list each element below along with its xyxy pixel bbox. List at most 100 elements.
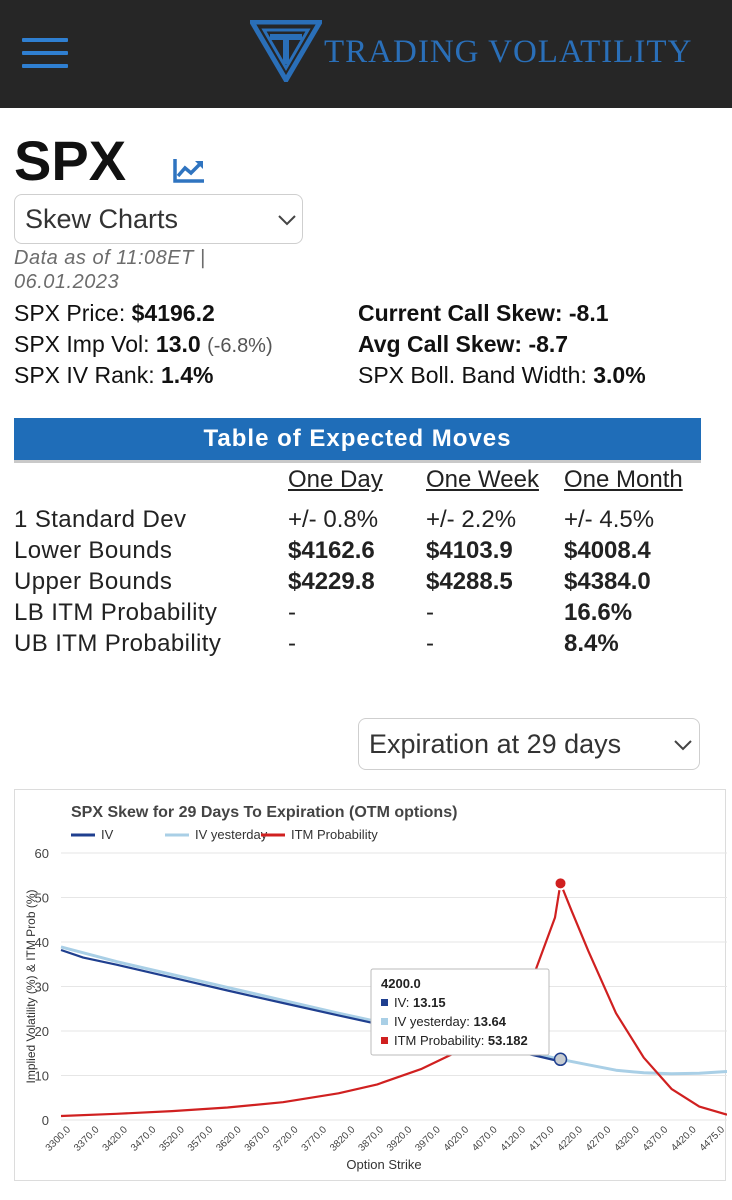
tooltip-row: IV: 13.15 [394,995,446,1010]
hover-marker-itm [553,876,568,891]
x-tick-label: 4370.0 [641,1124,671,1154]
col-header-one-day: One Day [288,466,383,493]
cell-lb-itm-day: - [288,599,296,626]
chart-type-value: Skew Charts [25,204,179,234]
cell-std-dev-month: +/- 4.5% [564,506,655,533]
top-navbar: TRADING VOLATILITY [0,0,732,108]
x-axis-label: Option Strike [346,1157,421,1172]
legend-label-2: ITM Probability [291,827,378,842]
x-tick-label: 3620.0 [214,1124,244,1154]
cell-lb-itm-week: - [426,599,434,626]
row-label-ub-itm: UB ITM Probability [14,630,222,657]
cell-ub-itm-day: - [288,630,296,657]
stat-price-label: SPX Price: [14,300,126,326]
skew-chart: SPX Skew for 29 Days To Expiration (OTM … [14,789,727,1181]
stat-boll-label: SPX Boll. Band Width: [358,362,587,388]
cell-lower-day: $4162.6 [288,537,375,564]
cell-ub-itm-month: 8.4% [564,630,619,657]
stat-price-value: $4196.2 [131,300,215,326]
stat-call-skew: Current Call Skew: -8.1 [358,300,609,327]
x-tick-label: 3870.0 [356,1124,386,1154]
stat-ivrank-label: SPX IV Rank: [14,362,155,388]
x-tick-label: 3470.0 [129,1124,159,1154]
hamburger-menu-icon[interactable] [22,38,68,68]
y-tick-label: 30 [35,980,49,995]
chevron-down-icon [278,215,296,226]
stat-impvol-change: (-6.8%) [207,335,273,357]
x-tick-label: 3970.0 [413,1124,443,1154]
x-tick-label: 3370.0 [72,1124,102,1154]
y-tick-label: 60 [35,846,49,861]
tv-shield-logo-icon [250,20,322,82]
legend-label-0: IV [101,827,114,842]
stat-impvol-label: SPX Imp Vol: [14,331,150,357]
x-tick-label: 3570.0 [186,1124,216,1154]
stat-avgskew-label: Avg Call Skew: [358,331,523,357]
y-tick-label: 10 [35,1069,49,1084]
cell-ub-itm-week: - [426,630,434,657]
chevron-down-icon [674,740,692,751]
stat-avg-call-skew: Avg Call Skew: -8.7 [358,331,568,358]
cell-lower-week: $4103.9 [426,537,513,564]
legend-label-1: IV yesterday [195,827,268,842]
y-tick-label: 0 [42,1113,49,1128]
tooltip-box [370,968,550,1056]
y-tick-label: 50 [35,891,49,906]
cell-lb-itm-month: 16.6% [564,599,633,626]
tooltip-title: 4200.0 [381,976,421,991]
cell-std-dev-week: +/- 2.2% [426,506,517,533]
row-label-lower-bounds: Lower Bounds [14,537,173,564]
cell-upper-month: $4384.0 [564,568,651,595]
x-tick-label: 4020.0 [442,1124,472,1154]
x-tick-label: 4475.0 [698,1124,727,1154]
expiration-select[interactable]: Expiration at 29 days [358,718,700,770]
stat-ivrank-value: 1.4% [161,362,214,388]
x-tick-label: 3820.0 [328,1124,358,1154]
x-tick-label: 3720.0 [271,1124,301,1154]
x-tick-label: 3300.0 [44,1124,74,1154]
stat-implied-vol: SPX Imp Vol: 13.0 (-6.8%) [14,331,273,358]
stat-price: SPX Price: $4196.2 [14,300,215,327]
x-tick-label: 3770.0 [300,1124,330,1154]
stat-avgskew-value: -8.7 [528,331,569,357]
x-tick-label: 4170.0 [527,1124,557,1154]
y-tick-label: 40 [35,935,49,950]
x-tick-label: 4270.0 [584,1124,614,1154]
stat-boll-value: 3.0% [593,362,646,388]
x-tick-label: 4420.0 [669,1124,699,1154]
tooltip-swatch [381,1018,388,1025]
chart-title: SPX Skew for 29 Days To Expiration (OTM … [71,804,457,821]
cell-lower-month: $4008.4 [564,537,651,564]
chart-type-select[interactable]: Skew Charts [14,194,303,244]
chart-tooltip: 4200.0 IV: 13.15 IV yesterday: 13.64 ITM Pr… [370,968,550,1056]
brand-name: TRADING VOLATILITY [324,34,693,70]
col-header-one-week: One Week [426,466,539,493]
x-tick-label: 3520.0 [157,1124,187,1154]
row-label-std-dev: 1 Standard Dev [14,506,187,533]
x-tick-label: 3920.0 [385,1124,415,1154]
stat-callskew-value: -8.1 [568,300,609,326]
x-tick-label: 4070.0 [470,1124,500,1154]
cell-std-dev-day: +/- 0.8% [288,506,379,533]
stat-impvol-value: 13.0 [155,331,201,357]
y-tick-label: 20 [35,1024,49,1039]
x-tick-label: 4220.0 [556,1124,586,1154]
brand-logo[interactable]: TRADING VOLATILITY [250,20,720,88]
tooltip-row: IV yesterday: 13.64 [394,1014,507,1029]
data-timestamp: Data as of 11:08ET | 06.01.2023 [14,247,206,293]
tooltip-row: ITM Probability: 53.182 [394,1033,528,1048]
row-label-lb-itm: LB ITM Probability [14,599,218,626]
tooltip-swatch [381,999,388,1006]
cell-upper-day: $4229.8 [288,568,375,595]
trend-chart-icon[interactable] [172,156,206,184]
x-tick-label: 3670.0 [243,1124,273,1154]
stat-callskew-label: Current Call Skew: [358,300,563,326]
tooltip-swatch [381,1037,388,1044]
x-tick-label: 4120.0 [499,1124,529,1154]
hover-marker-iv [553,1052,568,1067]
stat-iv-rank: SPX IV Rank: 1.4% [14,362,213,389]
x-tick-label: 3420.0 [101,1124,131,1154]
col-header-one-month: One Month [564,466,683,493]
stat-boll-band: SPX Boll. Band Width: 3.0% [358,362,646,389]
cell-upper-week: $4288.5 [426,568,513,595]
